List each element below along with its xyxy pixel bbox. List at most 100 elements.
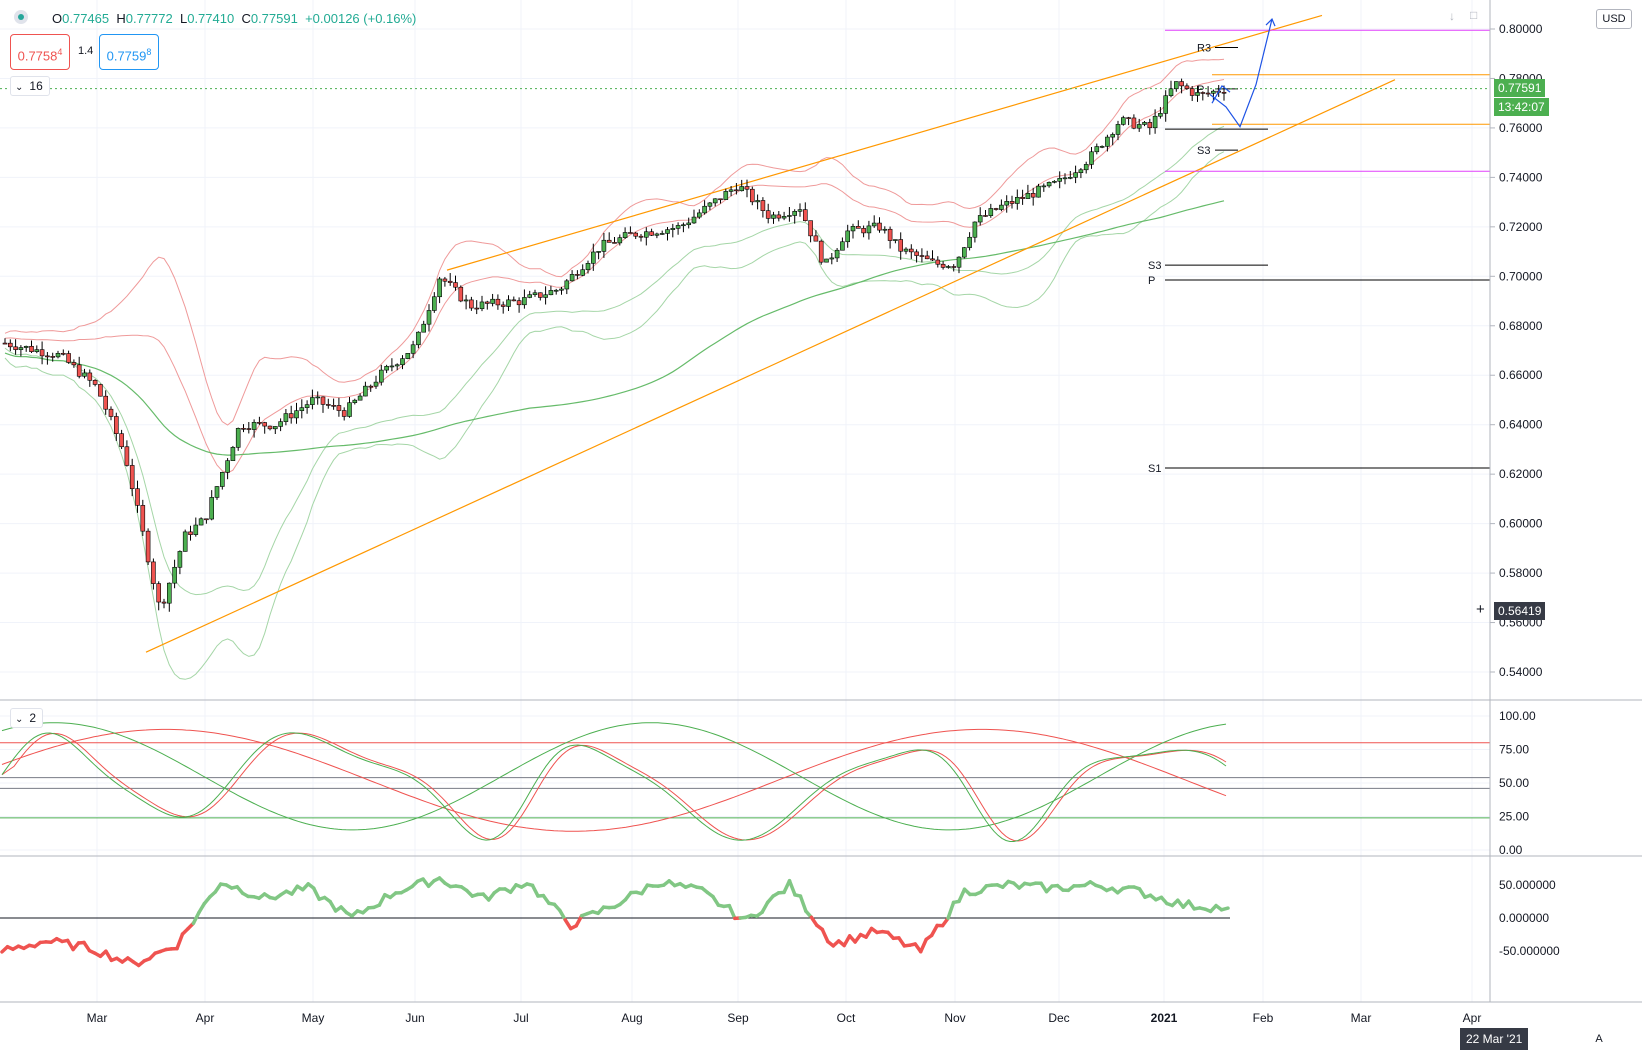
sell-price: 0.7758 (17, 48, 58, 64)
osc-segment (191, 910, 201, 926)
bearish-candle (39, 349, 45, 357)
bearish-candle (734, 189, 739, 192)
bearish-candle (108, 408, 114, 417)
bearish-candle (45, 355, 50, 358)
bearish-candle (877, 222, 882, 231)
projection-short-path (1211, 85, 1231, 104)
plus-icon[interactable]: + (1476, 601, 1485, 618)
bullish-candle (999, 204, 1004, 210)
bullish-candle (771, 214, 776, 219)
bearish-candle (1030, 193, 1036, 198)
bullish-candle (373, 381, 379, 387)
bullish-candle (696, 212, 702, 218)
bullish-candle (601, 239, 607, 252)
time-tick-label: May (302, 1011, 325, 1025)
bullish-candle (1036, 185, 1041, 198)
time-tick-label: Feb (1253, 1011, 1274, 1025)
projection-path (1209, 18, 1273, 128)
bearish-candle (500, 304, 506, 307)
osc-segment (798, 894, 808, 913)
bullish-candle (882, 228, 888, 231)
bullish-candle (416, 331, 421, 346)
bearish-candle (66, 353, 71, 363)
time-tick-label: 2021 (1151, 1011, 1178, 1025)
bullish-candle (23, 345, 29, 348)
bullish-candle (55, 352, 61, 358)
bearish-candle (447, 280, 453, 283)
bullish-candle (421, 323, 427, 333)
bearish-candle (633, 232, 639, 237)
bullish-candle (198, 518, 204, 526)
osc-segment (104, 949, 114, 963)
bearish-candle (749, 188, 755, 203)
lower-band-outer (4, 151, 1225, 680)
time-tick-label: Apr (196, 1011, 215, 1025)
bearish-candle (628, 232, 633, 234)
channel-lower-line (145, 79, 1396, 653)
bullish-candle (553, 289, 559, 292)
bearish-candle (474, 307, 480, 310)
symbol-status-icon[interactable] (14, 10, 28, 24)
bullish-candle (437, 278, 442, 298)
price-tick-label: 0.80000 (1499, 22, 1543, 36)
bearish-candle (638, 235, 644, 238)
bullish-candle (490, 298, 495, 304)
bearish-candle (336, 405, 342, 411)
high-value: 0.77772 (125, 11, 173, 26)
bearish-candle (940, 263, 946, 268)
bearish-candle (76, 364, 82, 377)
stoch-legend-toggle[interactable]: ⌄ 2 (10, 708, 44, 728)
buy-button[interactable]: 0.77598 (99, 34, 159, 70)
bearish-candle (575, 274, 580, 276)
auto-scale-button[interactable]: A (1595, 1033, 1603, 1045)
bullish-candle (797, 209, 803, 212)
bullish-candle (426, 310, 432, 325)
bearish-candle (914, 251, 919, 256)
bearish-candle (908, 248, 914, 253)
bearish-candle (2, 342, 8, 345)
bullish-candle (723, 191, 729, 200)
bullish-candle (961, 247, 967, 258)
bullish-candle (580, 269, 586, 276)
bullish-candle (977, 215, 983, 223)
bullish-candle (384, 366, 389, 371)
bearish-candle (71, 362, 77, 366)
time-tick-label: Sep (727, 1011, 749, 1025)
bullish-candle (659, 233, 665, 235)
bullish-candle (972, 221, 978, 238)
close-label: C (241, 11, 251, 26)
price-tick-label: 0.62000 (1499, 467, 1543, 481)
close-value: 0.77591 (250, 11, 298, 26)
bearish-candle (29, 345, 34, 352)
currency-button[interactable]: USD (1596, 9, 1632, 29)
bullish-candle (564, 280, 570, 290)
bullish-candle (1073, 172, 1078, 178)
bearish-candle (516, 300, 522, 306)
bullish-candle (532, 292, 538, 295)
bullish-candle (1089, 151, 1094, 165)
bullish-candle (665, 229, 670, 234)
maximize-icon[interactable]: □ (1470, 8, 1478, 22)
osc-segment (530, 883, 540, 898)
projection-arrowhead (1265, 18, 1276, 27)
bullish-candle (686, 222, 692, 226)
arrow-down-icon[interactable]: ↓ (1449, 9, 1455, 23)
bullish-candle (225, 460, 230, 473)
time-tick-label: Dec (1048, 1011, 1069, 1025)
bullish-candle (310, 397, 315, 405)
price-tick-label: 0.70000 (1499, 269, 1543, 283)
bullish-candle (352, 399, 358, 404)
bearish-candle (1147, 122, 1153, 129)
stoch-tick-label: 50.00 (1499, 776, 1529, 790)
indicators-toggle[interactable]: ⌄ 16 (10, 76, 50, 96)
crosshair-date-tag: 22 Mar '21 (1460, 1028, 1529, 1050)
bullish-candle (654, 233, 660, 236)
bearish-candle (341, 410, 347, 417)
bearish-candle (1205, 92, 1211, 95)
low-label: L (179, 11, 188, 26)
bullish-candle (363, 385, 368, 397)
bearish-candle (156, 583, 161, 603)
bullish-candle (193, 524, 199, 535)
sell-button[interactable]: 0.77584 (10, 34, 70, 70)
